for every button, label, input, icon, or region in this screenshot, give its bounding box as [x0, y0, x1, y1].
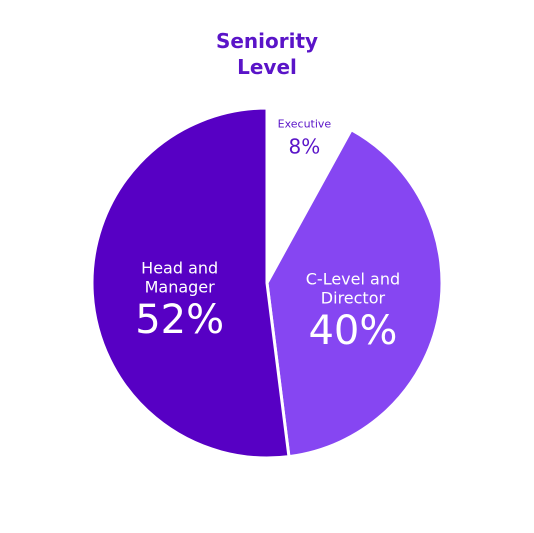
chart-title: Seniority Level	[215, 29, 319, 79]
slice-label: C-Level and Director	[305, 270, 401, 308]
slice-value: 52%	[135, 297, 225, 344]
slice-value: 8%	[288, 134, 321, 159]
slice-value: 40%	[308, 308, 398, 355]
pie-slice	[265, 127, 444, 459]
slice-label: Head and Manager	[141, 259, 219, 297]
slice-label: Executive	[277, 117, 332, 131]
pie-slice	[90, 106, 291, 460]
